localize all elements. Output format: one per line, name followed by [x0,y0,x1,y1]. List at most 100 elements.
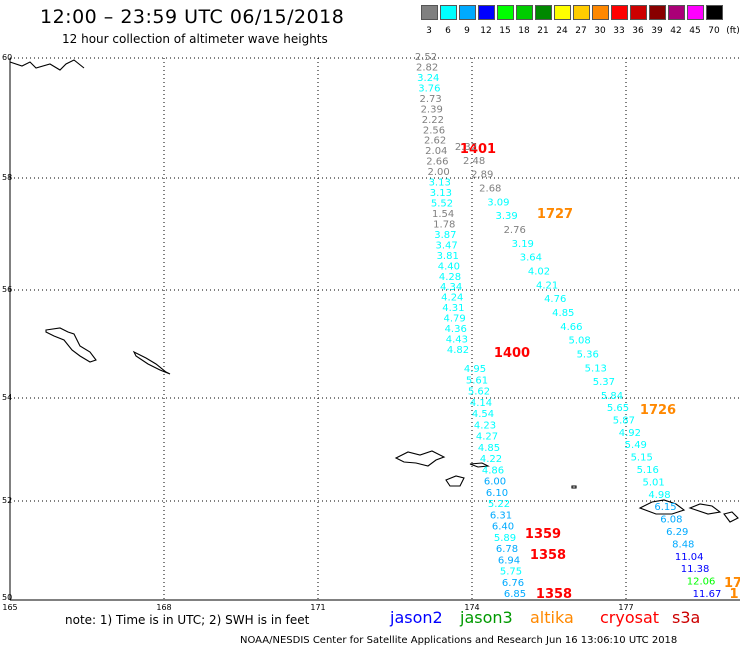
wave-height-value: 4.31 [442,303,464,314]
wave-height-value: 2.48 [463,156,485,167]
scale-swatch [478,5,495,20]
lat-tick-label: 58 [2,173,12,182]
wave-height-value: 5.13 [585,363,607,374]
wave-height-value: 4.85 [478,443,500,454]
lat-tick-label: 60 [2,53,12,62]
scale-label: 21 [537,26,549,36]
wave-height-value: 4.22 [480,454,502,465]
scale-label: 6 [445,26,451,36]
coastline-semichi-islands [469,462,490,468]
scale-label: 27 [575,26,587,36]
scale-swatch [630,5,647,20]
wave-height-value: 2.32 [455,142,477,153]
page-subtitle: 12 hour collection of altimeter wave hei… [62,32,328,46]
wave-height-value: 5.52 [431,199,453,210]
wave-height-value: 6.08 [660,515,682,526]
pass-time-label: 1400 [494,346,530,361]
wave-height-value: 5.87 [613,415,635,426]
wave-height-value: 6.76 [502,578,524,589]
wave-height-value: 6.15 [654,502,676,513]
wave-height-value: 5.49 [625,440,647,451]
scale-label: 42 [670,26,682,36]
wave-height-value: 4.98 [648,490,670,501]
wave-height-value: 3.47 [435,240,457,251]
scale-swatch [440,5,457,20]
wave-height-value: 12.06 [687,577,716,588]
scale-swatch [687,5,704,20]
scale-label: 12 [480,26,492,36]
wave-height-value: 2.62 [424,136,446,147]
altimeter-track-labels: 2.522.823.243.762.732.392.222.562.622.04… [415,52,740,602]
wave-height-value: 5.89 [494,533,516,544]
wave-height-value: 5.16 [637,465,659,476]
coastline-st-lawrence-island [45,327,97,363]
wave-height-value: 6.29 [666,527,688,538]
scale-label: 36 [632,26,644,36]
coastline-attu-island [394,450,446,467]
wave-height-value: 4.14 [470,398,492,409]
scale-swatch [516,5,533,20]
wave-height-value: 4.76 [544,294,566,305]
pass-time-label: 1358 [536,587,572,602]
wave-height-value: 4.24 [441,293,463,304]
wave-height-value: 5.08 [568,336,590,347]
wave-height-value: 2.66 [426,157,448,168]
scale-label: 45 [689,26,701,36]
pass-time-label: 1358 [530,548,566,563]
lat-tick-label: 50 [2,593,12,602]
wave-height-value: 2.39 [421,104,443,115]
wave-height-value: 2.52 [415,52,437,63]
scale-label: 33 [613,26,625,36]
wave-height-value: 5.37 [593,377,615,388]
lat-tick-label: 52 [2,496,12,505]
scale-swatch [706,5,723,20]
coastline-st-matthew-island [132,350,171,375]
coastline-kiska-island [723,511,739,523]
wave-height-value: 4.86 [482,465,504,476]
wave-height-value: 3.09 [487,197,509,208]
wave-height-value: 5.01 [642,477,664,488]
scale-label: 39 [651,26,663,36]
scale-label: 9 [464,26,470,36]
wave-height-value: 8.48 [672,539,694,550]
wave-height-value: 2.04 [425,146,447,157]
wave-height-value: 5.62 [468,387,490,398]
scale-label: 70 [708,26,720,36]
lon-tick-label: 177 [618,603,633,612]
scale-swatch [649,5,666,20]
graticule [10,57,740,600]
wave-height-value: 11.04 [675,552,704,563]
wave-height-value: 6.40 [492,522,514,533]
wave-height-value: 3.76 [418,83,440,94]
wave-height-value: 6.00 [484,477,506,488]
lon-tick-labels: 165 168 171 174 177 [2,603,633,612]
scale-label: 15 [499,26,511,36]
wave-height-value: 4.92 [619,428,641,439]
wave-height-value: 1.54 [432,209,454,220]
coastline-buldir-island [571,485,577,489]
satellite-legend-item: cryosat [600,608,660,627]
satellite-legend-item: s3a [672,608,701,627]
scale-swatch [592,5,609,20]
coastline-alaska-mainland [9,59,85,71]
wave-height-value: 5.15 [631,453,653,464]
wave-height-value: 5.61 [466,375,488,386]
wave-height-value: 2.00 [427,167,449,178]
map-frame [9,58,740,601]
wave-height-value: 2.89 [471,170,493,181]
pass-time-label: 1401 [460,142,496,157]
wave-height-value: 11.38 [681,564,710,575]
wave-height-value: 4.40 [438,261,460,272]
wave-height-value: 3.24 [417,73,439,84]
wave-height-value: 5.22 [488,499,510,510]
coastlines [9,59,739,523]
coastline-rat-islands [638,499,686,515]
wave-height-value: 6.10 [486,488,508,499]
wave-height-value: 6.85 [504,589,526,600]
satellite-legend-item: jason3 [460,608,513,627]
wave-height-value: 2.56 [423,125,445,136]
wave-height-value: 4.02 [528,267,550,278]
wave-height-value: 4.21 [536,280,558,291]
scale-label: 30 [594,26,606,36]
